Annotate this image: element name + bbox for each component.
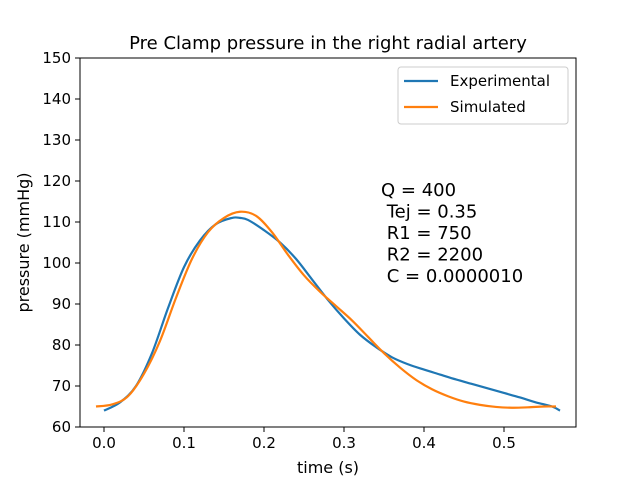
legend: Experimental Simulated [397,66,569,125]
y-tick-label: 110 [42,213,71,231]
y-tick-label: 150 [42,49,71,67]
annotation-line: Q = 400 [381,180,456,201]
y-tick-label: 90 [52,295,71,313]
annotation-line: C = 0.0000010 [381,266,523,287]
x-tick-label: 0.0 [92,434,116,452]
y-tick-label: 130 [42,131,71,149]
chart-title: Pre Clamp pressure in the right radial a… [129,33,527,54]
axis-ticks: 0.0 0.1 0.2 0.3 0.4 0.5 60 70 80 90 100 110 120 130 14… [42,49,516,452]
y-tick-label: 80 [52,336,71,354]
annotation-line: R1 = 750 [381,223,472,244]
x-tick-label: 0.4 [412,434,436,452]
x-tick-label: 0.5 [492,434,516,452]
y-axis-label: pressure (mmHg) [14,172,33,312]
simulated-series-line [95,210,557,409]
x-tick-label: 0.1 [172,434,196,452]
annotation-line: Tej = 0.35 [381,202,477,223]
y-tick-label: 140 [42,90,71,108]
parameter-annotation: Q = 400 Tej = 0.35 R1 = 750 R2 = 2200 C … [381,180,523,287]
y-tick-label: 60 [52,418,71,436]
x-tick-label: 0.3 [332,434,356,452]
y-tick-label: 100 [42,254,71,272]
y-tick-label: 70 [52,377,71,395]
x-tick-label: 0.2 [252,434,276,452]
annotation-line: R2 = 2200 [381,245,483,266]
plot-frame [79,57,577,428]
legend-label-experimental: Experimental [450,72,550,90]
legend-box [397,66,569,125]
plot-area [95,210,561,412]
x-axis-label: time (s) [297,458,359,477]
legend-label-simulated: Simulated [450,98,526,116]
y-tick-label: 120 [42,172,71,190]
